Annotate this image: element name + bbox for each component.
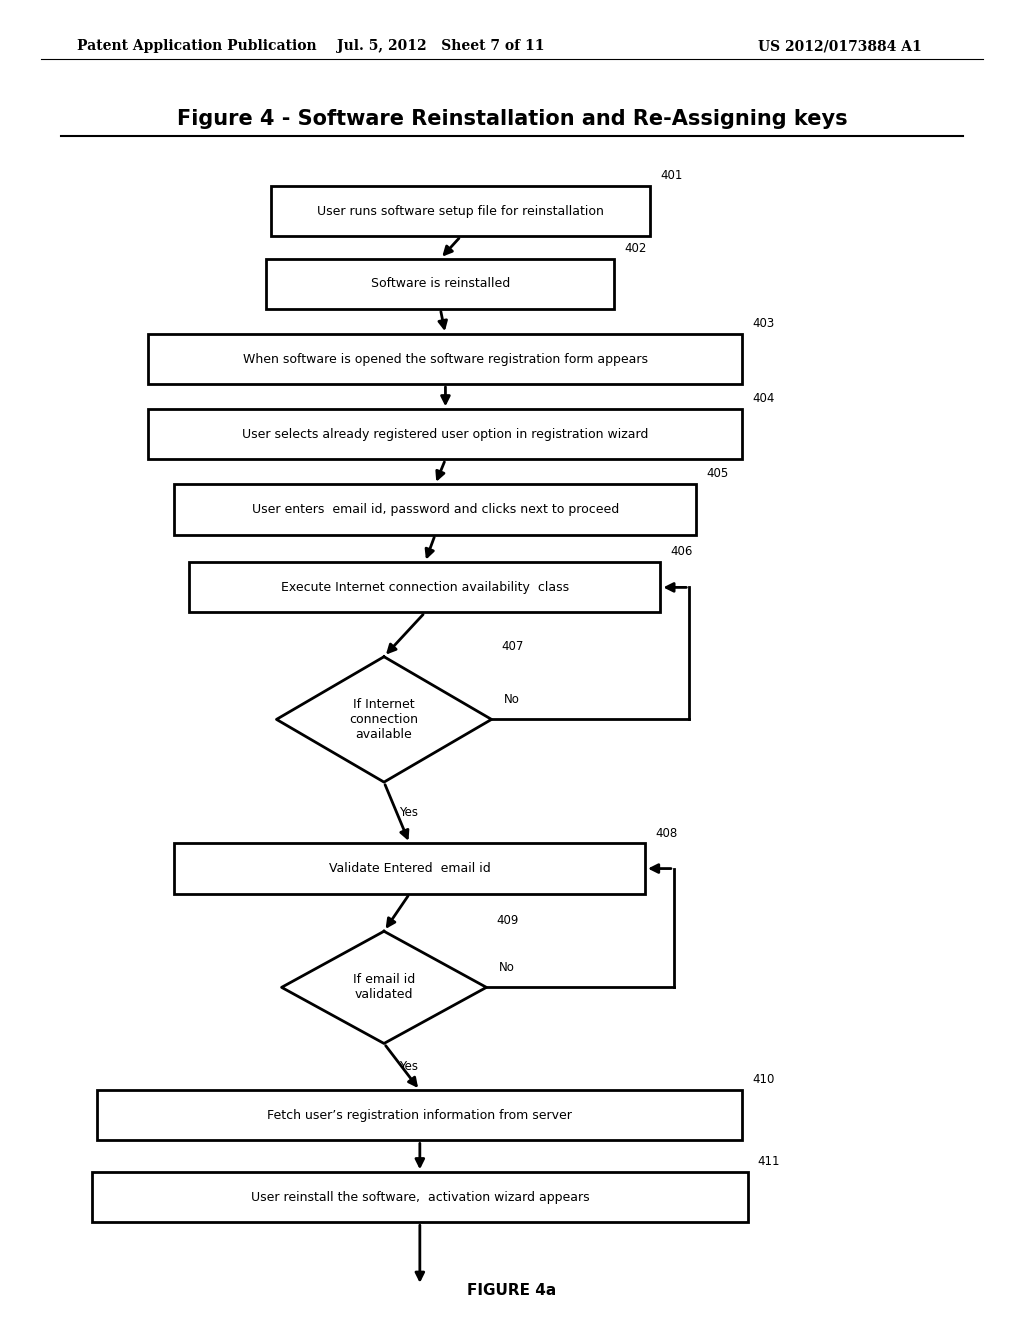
Text: 411: 411 — [758, 1155, 780, 1168]
Text: 405: 405 — [707, 467, 729, 480]
Text: User runs software setup file for reinstallation: User runs software setup file for reinst… — [317, 205, 604, 218]
Text: User selects already registered user option in registration wizard: User selects already registered user opt… — [243, 428, 648, 441]
Text: 407: 407 — [502, 640, 524, 652]
FancyBboxPatch shape — [266, 259, 614, 309]
FancyBboxPatch shape — [148, 334, 742, 384]
Text: 410: 410 — [753, 1073, 775, 1086]
FancyBboxPatch shape — [148, 409, 742, 459]
Text: Patent Application Publication: Patent Application Publication — [77, 40, 316, 53]
Text: If Internet
connection
available: If Internet connection available — [349, 698, 419, 741]
Text: Yes: Yes — [399, 1060, 419, 1073]
Text: 402: 402 — [625, 242, 647, 255]
FancyBboxPatch shape — [97, 1090, 742, 1140]
Text: When software is opened the software registration form appears: When software is opened the software reg… — [243, 352, 648, 366]
FancyBboxPatch shape — [174, 843, 645, 894]
Text: 404: 404 — [753, 392, 775, 405]
FancyBboxPatch shape — [92, 1172, 748, 1222]
Text: User reinstall the software,  activation wizard appears: User reinstall the software, activation … — [251, 1191, 589, 1204]
Text: 409: 409 — [497, 915, 519, 927]
Text: User enters  email id, password and clicks next to proceed: User enters email id, password and click… — [252, 503, 618, 516]
Text: No: No — [499, 961, 515, 974]
Text: 408: 408 — [655, 826, 678, 840]
Text: If email id
validated: If email id validated — [353, 973, 415, 1002]
Text: FIGURE 4a: FIGURE 4a — [467, 1283, 557, 1299]
Text: 401: 401 — [660, 169, 683, 182]
Text: Fetch user’s registration information from server: Fetch user’s registration information fr… — [267, 1109, 572, 1122]
FancyBboxPatch shape — [271, 186, 650, 236]
Text: No: No — [504, 693, 520, 706]
Text: US 2012/0173884 A1: US 2012/0173884 A1 — [758, 40, 922, 53]
Text: Figure 4 - Software Reinstallation and Re-Assigning keys: Figure 4 - Software Reinstallation and R… — [177, 108, 847, 129]
Text: Validate Entered  email id: Validate Entered email id — [329, 862, 490, 875]
Text: 403: 403 — [753, 317, 775, 330]
Text: Jul. 5, 2012   Sheet 7 of 11: Jul. 5, 2012 Sheet 7 of 11 — [337, 40, 544, 53]
FancyBboxPatch shape — [174, 484, 696, 535]
Text: 406: 406 — [671, 545, 693, 558]
Text: Yes: Yes — [399, 807, 419, 820]
FancyBboxPatch shape — [189, 562, 660, 612]
Text: Software is reinstalled: Software is reinstalled — [371, 277, 510, 290]
Text: Execute Internet connection availability  class: Execute Internet connection availability… — [281, 581, 569, 594]
